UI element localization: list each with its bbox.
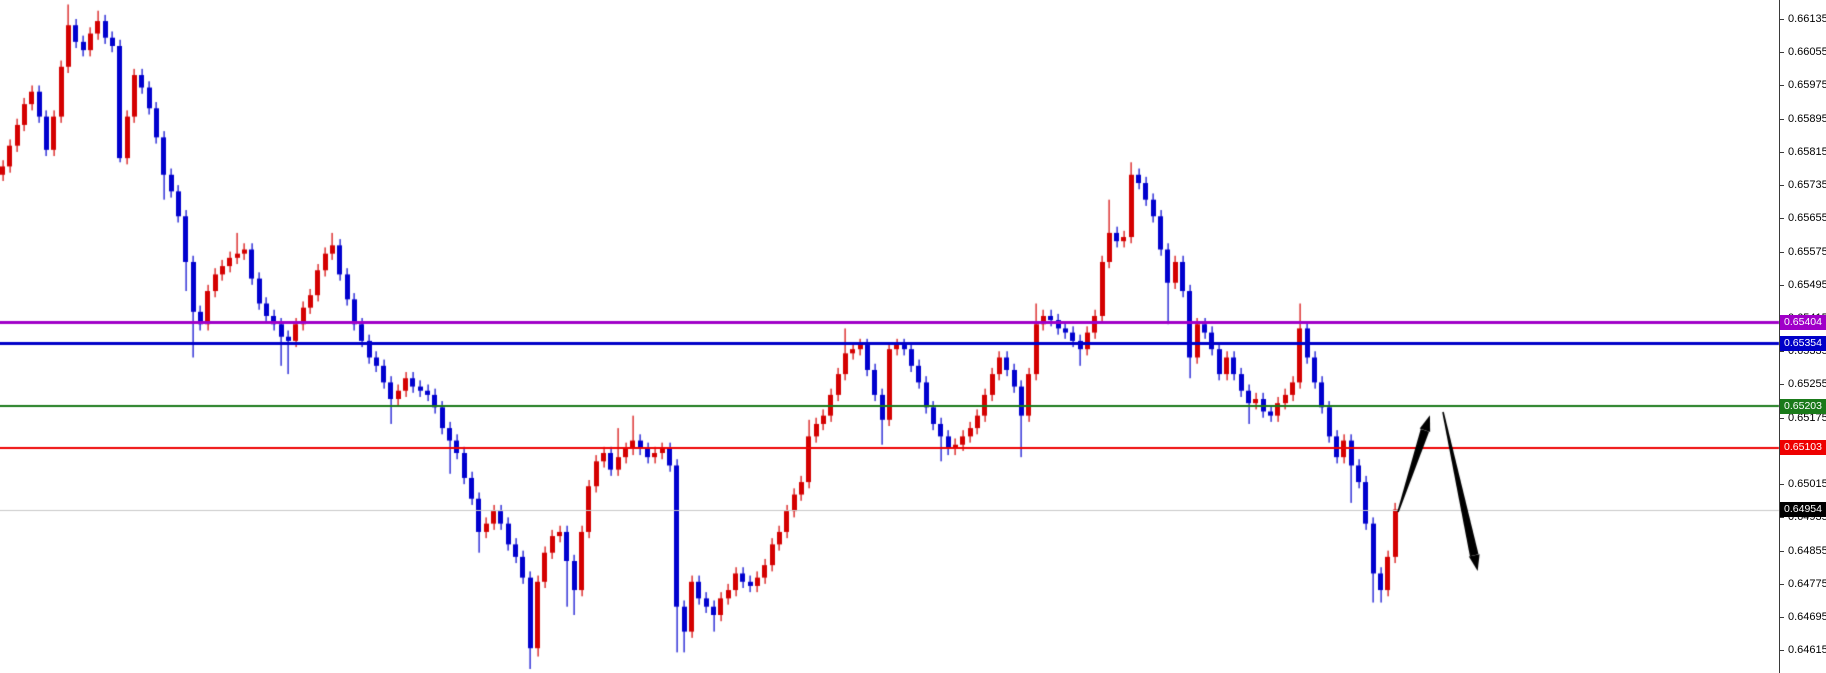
axis-tick-mark (1779, 218, 1784, 219)
axis-tick-label: 0.65655 (1788, 212, 1826, 224)
axis-tick-mark (1779, 185, 1784, 186)
axis-tick-label: 0.65815 (1788, 146, 1826, 158)
axis-tick-mark (1779, 252, 1784, 253)
axis-tick-label: 0.66135 (1788, 13, 1826, 25)
axis-tick-mark (1779, 351, 1784, 352)
axis-tick-mark (1779, 418, 1784, 419)
price-axis-line (1779, 0, 1780, 673)
axis-tick-mark (1779, 650, 1784, 651)
axis-tick-mark (1779, 152, 1784, 153)
axis-tick-mark (1779, 584, 1784, 585)
axis-tick-label: 0.64695 (1788, 611, 1826, 623)
axis-tick-label: 0.64775 (1788, 578, 1826, 590)
axis-tick-mark (1779, 85, 1784, 86)
axis-tick-label: 0.65575 (1788, 246, 1826, 258)
axis-tick-label: 0.65895 (1788, 113, 1826, 125)
axis-tick-label: 0.65735 (1788, 179, 1826, 191)
axis-tick-mark (1779, 119, 1784, 120)
axis-tick-label: 0.65015 (1788, 478, 1826, 490)
price-line-label-green: 0.65203 (1780, 399, 1826, 414)
axis-tick-mark (1779, 52, 1784, 53)
axis-tick-mark (1779, 517, 1784, 518)
axis-tick-label: 0.65495 (1788, 279, 1826, 291)
axis-tick-label: 0.65975 (1788, 79, 1826, 91)
axis-tick-label: 0.65175 (1788, 412, 1826, 424)
axis-tick-mark (1779, 285, 1784, 286)
current-price-label: 0.64954 (1780, 502, 1826, 517)
axis-tick-label: 0.64855 (1788, 545, 1826, 557)
price-line-label-blue: 0.65354 (1780, 336, 1826, 351)
price-line-label-red: 0.65103 (1780, 440, 1826, 455)
axis-tick-mark (1779, 19, 1784, 20)
axis-tick-mark (1779, 384, 1784, 385)
axis-tick-label: 0.66055 (1788, 46, 1826, 58)
axis-tick-label: 0.65255 (1788, 378, 1826, 390)
axis-tick-mark (1779, 551, 1784, 552)
axis-tick-mark (1779, 617, 1784, 618)
price-line-label-purple: 0.65404 (1780, 315, 1826, 330)
axis-tick-label: 0.64615 (1788, 644, 1826, 656)
axis-tick-mark (1779, 484, 1784, 485)
